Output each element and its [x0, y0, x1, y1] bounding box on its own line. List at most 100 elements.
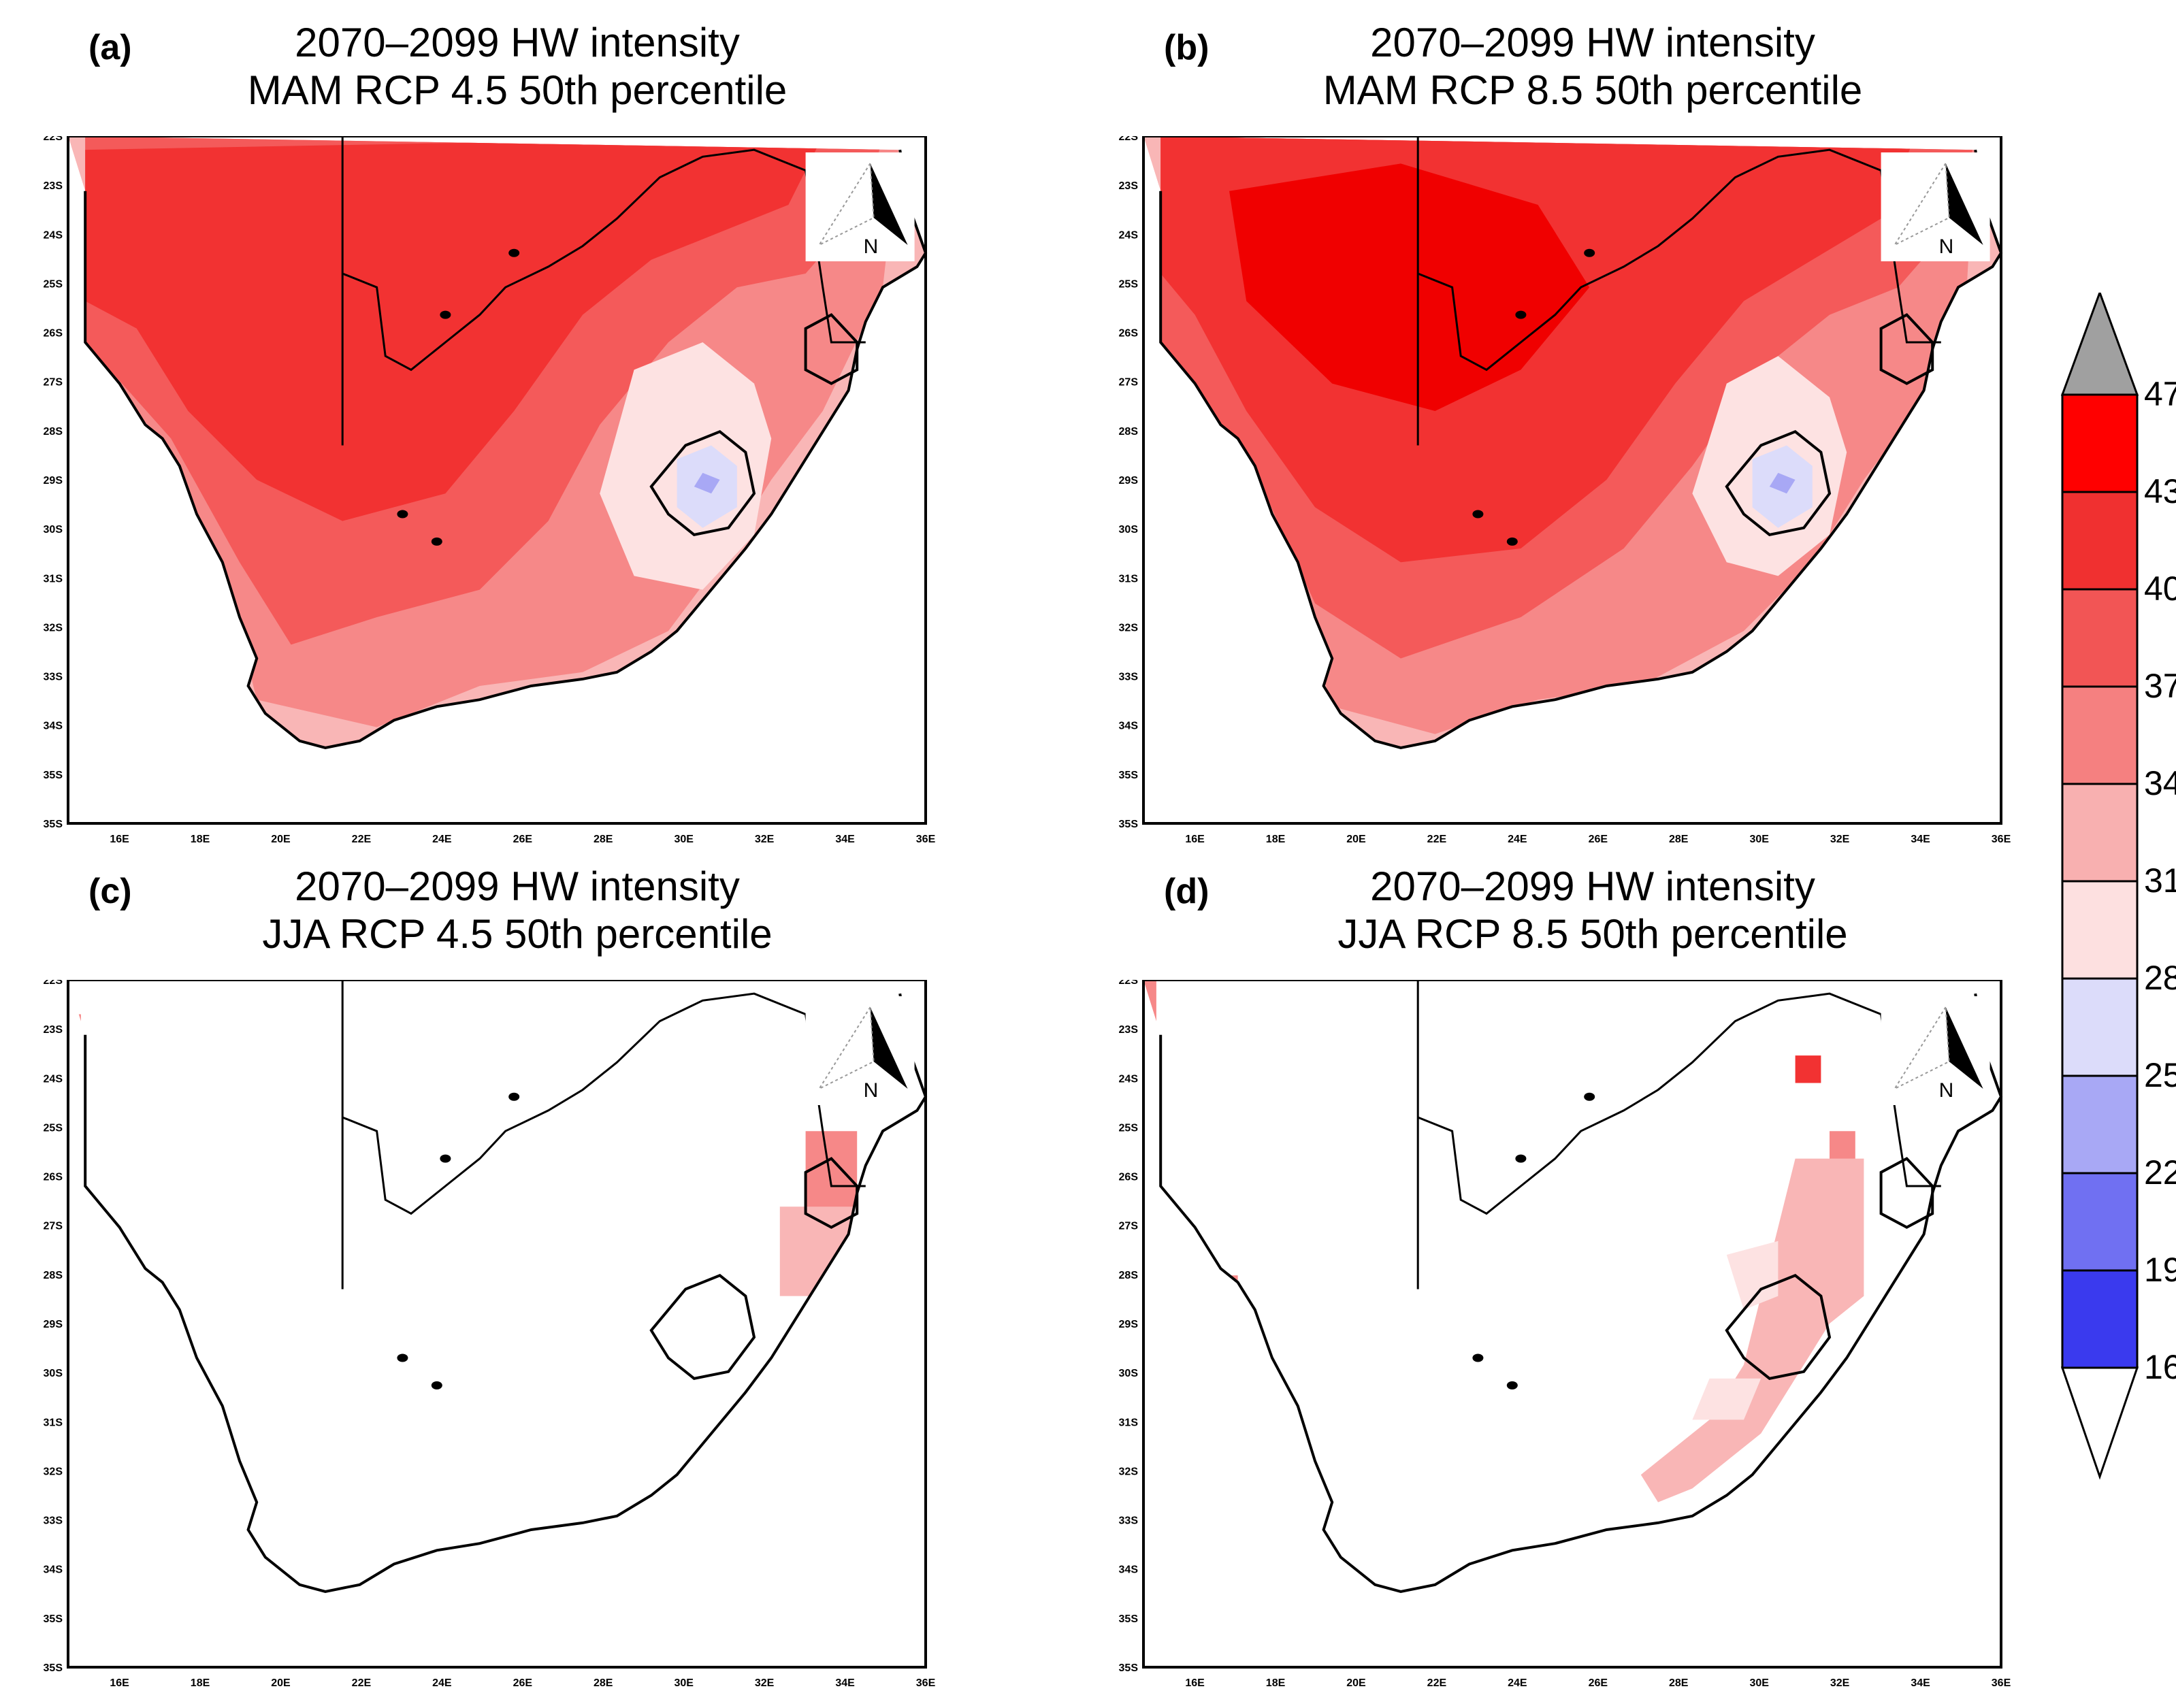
country-border	[649, 1274, 756, 1380]
lat-tick-label: 30S	[44, 524, 63, 536]
lat-tick-label: 31S	[1119, 1417, 1139, 1428]
country-border	[649, 430, 756, 536]
lat-tick-label: 34S	[44, 721, 63, 732]
country-border	[1879, 313, 1934, 385]
panel-title-line2: JJA RCP 8.5 50th percentile	[1337, 911, 1848, 957]
lon-tick-label: 32E	[755, 1677, 775, 1689]
lon-tick-label: 24E	[1508, 1677, 1527, 1689]
lat-tick-label: 22S	[44, 980, 63, 987]
heatwave-map: N 22S 23S 24S 25S 26S 27S 28S 29S 30S 31S 32S 33S 34S…	[27, 136, 967, 864]
panel-title-line2: MAM RCP 8.5 50th percentile	[1322, 67, 1863, 113]
lat-tick-label: 24S	[44, 1073, 63, 1085]
panel-title-line1: 2070–2099 HW intensity	[1370, 864, 1815, 909]
intensity-contour	[1229, 163, 1590, 411]
colorbar-level-label: 19	[2144, 1251, 2176, 1289]
north-label: N	[864, 235, 879, 258]
lat-tick-label: 28S	[1119, 1270, 1139, 1281]
lon-tick-label: 28E	[1669, 834, 1689, 845]
colorbar-level-label: 28	[2144, 959, 2176, 997]
lat-tick-label: 35S	[1119, 1662, 1139, 1674]
panel-title-line2: MAM RCP 4.5 50th percentile	[247, 67, 787, 113]
map-panel: (d) 2070–2099 HW intensity JJA RCP 8.5 50t…	[1075, 844, 2137, 1708]
country-border	[342, 992, 807, 1215]
heatwave-map: N 22S 23S 24S 25S 26S 27S 28S 29S 30S 31S 32S 33S 34S…	[1103, 136, 2042, 864]
lat-tick-label: 29S	[44, 475, 63, 487]
lat-tick-label: 27S	[44, 377, 63, 389]
lon-tick-label: 20E	[271, 834, 291, 845]
intensity-contour	[694, 472, 720, 494]
lat-tick-label: 24S	[1119, 229, 1139, 241]
lon-tick-label: 18E	[191, 834, 210, 845]
coastline	[1159, 149, 2003, 749]
north-arrow-icon: N	[1881, 152, 1990, 261]
lon-tick-label: 32E	[1830, 834, 1850, 845]
lat-tick-label: 31S	[44, 573, 63, 585]
lon-tick-label: 22E	[1427, 1677, 1447, 1689]
lat-tick-label: 35S	[1119, 770, 1139, 781]
north-arrow-icon: N	[805, 996, 915, 1105]
colorbar-segment	[2061, 1172, 2139, 1272]
lat-tick-label: 22S	[1119, 980, 1139, 987]
colorbar-segment	[2061, 588, 2139, 688]
panel-letter: (b)	[1164, 28, 1209, 67]
lat-tick-label: 32S	[1119, 1466, 1139, 1477]
lat-tick-label: 35S	[44, 770, 63, 781]
lat-tick-label: 23S	[44, 180, 63, 192]
lat-tick-label: 28S	[44, 426, 63, 438]
reservoir	[1506, 1381, 1518, 1390]
lat-tick-label: 33S	[1119, 1515, 1139, 1527]
intensity-contour	[1795, 1055, 1821, 1083]
lat-tick-label: 32S	[44, 622, 63, 634]
colorbar-level-label: 47	[2144, 375, 2176, 413]
country-border	[1879, 1157, 1934, 1229]
lon-tick-label: 30E	[1749, 834, 1769, 845]
lat-tick-label: 23S	[1119, 180, 1139, 192]
intensity-contour	[85, 136, 823, 521]
lat-tick-label: 29S	[1119, 1319, 1139, 1330]
reservoir	[397, 1353, 408, 1362]
colorbar-segment	[2061, 1074, 2139, 1175]
colorbar-segment	[2061, 1269, 2139, 1369]
lat-tick-label: 25S	[44, 278, 63, 290]
colorbar-segment	[2061, 880, 2139, 980]
intensity-contour	[805, 1131, 858, 1228]
lat-tick-label: 24S	[44, 229, 63, 241]
lat-tick-label: 24S	[1119, 1073, 1139, 1085]
heatwave-map: N 22S 23S 24S 25S 26S 27S 28S 29S 30S 31S 32S 33S 34S…	[1103, 980, 2042, 1708]
intensity-contour	[68, 1014, 81, 1138]
lat-tick-label: 25S	[44, 1122, 63, 1134]
lat-tick-label: 34S	[1119, 1564, 1139, 1576]
reservoir	[1472, 1353, 1484, 1362]
lon-tick-label: 24E	[432, 834, 452, 845]
reservoir	[1515, 310, 1527, 319]
lon-tick-label: 30E	[674, 1677, 694, 1689]
lat-tick-label: 35S	[44, 1662, 63, 1674]
lat-tick-label: 33S	[1119, 672, 1139, 683]
lat-tick-label: 31S	[44, 1417, 63, 1428]
lon-tick-label: 32E	[755, 834, 775, 845]
lat-tick-label: 22S	[44, 136, 63, 143]
lat-tick-label: 34S	[1119, 721, 1139, 732]
lon-tick-label: 28E	[1669, 1677, 1689, 1689]
colorbar-level-label: 22	[2144, 1153, 2176, 1192]
panel-letter: (d)	[1164, 872, 1209, 911]
lon-tick-label: 36E	[1992, 834, 2011, 845]
lon-tick-label: 34E	[835, 1677, 855, 1689]
colorbar-level-label: 37	[2144, 667, 2176, 705]
coastline	[84, 149, 928, 749]
lon-tick-label: 34E	[1911, 834, 1930, 845]
lon-tick-label: 26E	[1589, 834, 1608, 845]
lat-tick-label: 32S	[44, 1466, 63, 1477]
lon-tick-label: 30E	[1749, 1677, 1769, 1689]
lon-tick-label: 16E	[1185, 834, 1205, 845]
lon-tick-label: 28E	[594, 1677, 613, 1689]
map-panel: (a) 2070–2099 HW intensity MAM RCP 4.5 50t…	[0, 0, 1062, 864]
lon-tick-label: 22E	[352, 834, 372, 845]
lon-tick-label: 18E	[1266, 834, 1286, 845]
reservoir	[1584, 1092, 1595, 1101]
intensity-contour	[1212, 1324, 1247, 1379]
lat-tick-label: 27S	[44, 1221, 63, 1232]
lat-tick-label: 30S	[1119, 524, 1139, 536]
lon-tick-label: 22E	[352, 1677, 372, 1689]
reservoir	[440, 310, 451, 319]
